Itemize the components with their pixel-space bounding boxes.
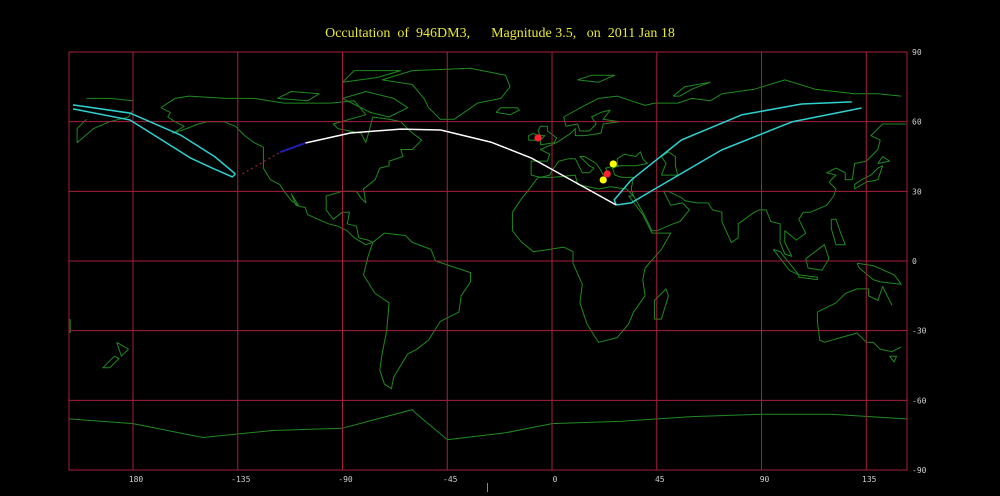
coastline-new-zealand-north	[116, 341, 129, 357]
path-limit-east	[71, 102, 852, 205]
path-dotted-segment	[242, 151, 281, 175]
coastline-madagascar	[653, 288, 669, 320]
site-markers	[534, 134, 617, 184]
shadow-path	[71, 102, 862, 205]
longitude-label: 135	[862, 475, 877, 484]
coastline-tasmania	[889, 355, 897, 363]
path-limit-east-return	[616, 107, 862, 206]
latitude-label: -90	[912, 466, 927, 475]
coastline-new-zealand-south	[102, 355, 120, 369]
latitude-label: 90	[912, 48, 922, 57]
latitude-labels: 90 60 30 0 -30 -60 -90	[912, 48, 927, 475]
cursor-tick	[487, 483, 488, 492]
coastline-sumatra	[772, 248, 800, 276]
site-marker-yellow	[609, 160, 617, 168]
coastline-eurasia	[76, 79, 906, 257]
coastline-java	[798, 274, 818, 281]
latitude-label: 0	[912, 257, 917, 266]
coastline-iceland	[495, 107, 520, 116]
site-marker-yellow	[599, 176, 607, 184]
coastline-south-america	[363, 232, 471, 390]
coastline-svalbard	[577, 74, 616, 83]
coastline-australia	[69, 286, 902, 353]
coastline-victoria-island	[277, 91, 320, 102]
longitude-label: -135	[231, 475, 250, 484]
coastline-borneo	[805, 244, 830, 271]
longitude-label: 0	[553, 475, 558, 484]
longitude-label: 90	[760, 475, 770, 484]
longitude-label: 45	[655, 475, 665, 484]
coastline-ellesmere	[342, 70, 402, 83]
coastline-philippines	[830, 218, 846, 246]
path-blue-segment	[280, 142, 306, 153]
latitude-label: 60	[912, 118, 922, 127]
path-limit-west-upper	[72, 104, 236, 175]
coastline-baffin	[342, 91, 409, 118]
site-marker-red	[603, 170, 611, 178]
coastline-north-america	[160, 95, 423, 246]
coastline-great-britain	[537, 125, 558, 146]
coastlines	[69, 67, 907, 441]
graticule	[68, 51, 908, 471]
longitude-labels: 180 -135 -90 -45 0 45 90 135	[129, 475, 877, 484]
latitude-label: 30	[912, 187, 922, 196]
coastline-new-guinea	[856, 262, 902, 285]
coastline-africa	[511, 174, 672, 343]
longitude-label: 180	[129, 475, 144, 484]
map-title: Occultation of 946DM3, Magnitude 3.5, on…	[325, 26, 675, 41]
path-limit-west-lower	[72, 108, 236, 178]
coastline-antarctica	[69, 409, 907, 441]
latitude-label: -60	[912, 396, 927, 405]
coastline-caspian-sea	[660, 151, 679, 176]
longitude-label: -90	[338, 475, 353, 484]
path-center-line	[305, 128, 617, 206]
latitude-label: -30	[912, 327, 927, 336]
site-marker-red	[534, 134, 542, 142]
coastline-honshu	[854, 165, 884, 190]
coastline-hokkaido	[877, 156, 890, 164]
coastline-black-sea	[616, 151, 648, 167]
longitude-label: -45	[443, 475, 458, 484]
coastline-greenland	[381, 67, 511, 120]
coastline-novaya-zemlya	[672, 81, 711, 97]
